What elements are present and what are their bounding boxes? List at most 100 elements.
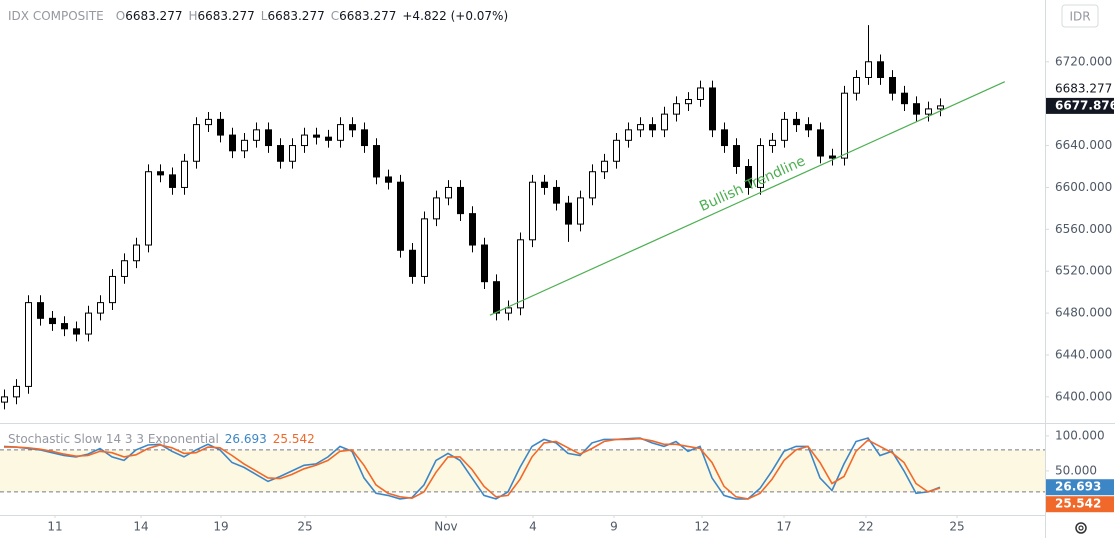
- candle-body: [889, 76, 896, 94]
- candle-body: [937, 105, 944, 110]
- candle-body: [229, 134, 236, 152]
- y-tick-label: 6600.000: [1055, 180, 1112, 194]
- candle-body: [145, 171, 152, 246]
- candle-body: [397, 181, 404, 251]
- candle-body: [793, 118, 800, 126]
- candle-body: [517, 239, 524, 309]
- trendline: [489, 81, 1006, 316]
- candle-body: [661, 113, 668, 131]
- y-tick-label: 6720.000: [1055, 54, 1112, 68]
- candle-body: [73, 328, 80, 335]
- indicator-y-tick-label: 100.000: [1055, 428, 1105, 442]
- candle-body: [457, 186, 464, 215]
- price-marker-label: 6683.277: [1055, 81, 1112, 95]
- candle-body: [721, 129, 728, 147]
- ohlc-key: L: [261, 9, 268, 23]
- candle-body: [253, 129, 260, 141]
- symbol: IDX COMPOSITE: [8, 9, 104, 23]
- candle-body: [277, 145, 284, 162]
- y-tick-label: 6440.000: [1055, 347, 1112, 361]
- x-tick-label: Nov: [434, 520, 457, 534]
- candle-body: [385, 176, 392, 183]
- candle-body: [49, 317, 56, 325]
- x-tick-label: 22: [858, 520, 873, 534]
- stochastic-line: [3, 437, 941, 500]
- candle-body: [61, 323, 68, 330]
- candle-body: [697, 87, 704, 100]
- candle-body: [85, 312, 92, 335]
- candle-body: [421, 218, 428, 277]
- last-price-box: [1046, 97, 1114, 114]
- indicator-value: 26.693: [225, 432, 267, 446]
- x-tick-label: 14: [133, 520, 148, 534]
- x-tick-label: 17: [776, 520, 791, 534]
- candle-body: [97, 302, 104, 314]
- candle-body: [469, 213, 476, 246]
- y-tick-label: 6480.000: [1055, 306, 1112, 320]
- candle-body: [901, 92, 908, 105]
- candle-body: [325, 136, 332, 141]
- candle-body: [865, 61, 872, 78]
- indicator-value-box: [1046, 496, 1114, 513]
- candle-body: [913, 103, 920, 115]
- x-tick-label: 4: [529, 520, 537, 534]
- candle-body: [169, 174, 176, 188]
- ohlc-key: C: [331, 9, 339, 23]
- candle-body: [109, 275, 116, 304]
- candle-body: [589, 171, 596, 199]
- candle-body: [577, 197, 584, 225]
- currency-label: IDR: [1069, 10, 1090, 24]
- ohlc-value: 6683.277: [125, 9, 182, 23]
- y-tick-label: 6640.000: [1055, 138, 1112, 152]
- x-tick-label: 25: [297, 520, 312, 534]
- candle-body: [181, 160, 188, 188]
- y-tick-label: 6400.000: [1055, 389, 1112, 403]
- ohlc-value: 6683.277: [198, 9, 255, 23]
- candle-body: [13, 385, 20, 398]
- candle-body: [853, 76, 860, 94]
- last-price-label: 6677.876: [1055, 98, 1115, 112]
- x-tick-label: 9: [610, 520, 618, 534]
- candle-body: [205, 118, 212, 126]
- y-tick-label: 6520.000: [1055, 264, 1112, 278]
- candle-body: [445, 186, 452, 199]
- x-tick-label: 25: [949, 520, 964, 534]
- candle-body: [1, 396, 8, 403]
- candle-body: [349, 124, 356, 131]
- candle-body: [301, 134, 308, 147]
- candle-body: [433, 197, 440, 220]
- candle-body: [37, 302, 44, 319]
- candle-body: [685, 98, 692, 105]
- indicator-y-tick-label: 50.000: [1055, 463, 1097, 477]
- x-tick-label: 12: [694, 520, 709, 534]
- candle-body: [541, 181, 548, 188]
- candle-body: [241, 139, 248, 152]
- candle-body: [409, 249, 416, 277]
- candle-body: [841, 92, 848, 159]
- indicator-value-box: [1046, 479, 1114, 496]
- x-tick-label: 11: [47, 520, 62, 534]
- header: IDX COMPOSITE O6683.277 H6683.277 L6683.277…: [8, 9, 508, 23]
- candle-body: [289, 145, 296, 162]
- indicator-title: Stochastic Slow 14 3 3 Exponential: [8, 432, 219, 446]
- candle-body: [805, 124, 812, 131]
- candle-body: [337, 124, 344, 141]
- candle-body: [565, 202, 572, 225]
- y-tick-label: 6560.000: [1055, 222, 1112, 236]
- candle-body: [769, 139, 776, 147]
- band-fill: [0, 449, 1045, 492]
- candle-body: [505, 307, 512, 314]
- indicator-legend: Stochastic Slow 14 3 3 Exponential 26.693…: [8, 432, 315, 446]
- indicator-value-label: 25.542: [1055, 497, 1101, 511]
- candle-body: [673, 103, 680, 115]
- candle-body: [529, 181, 536, 241]
- candle-body: [637, 124, 644, 131]
- currency-button[interactable]: [1061, 4, 1099, 28]
- x-tick-label: 19: [213, 520, 228, 534]
- candle-body: [25, 302, 32, 387]
- settings-icon[interactable]: [1075, 522, 1087, 534]
- indicator-value-label: 26.693: [1055, 480, 1101, 494]
- candle-body: [481, 244, 488, 283]
- candle-body: [829, 155, 836, 159]
